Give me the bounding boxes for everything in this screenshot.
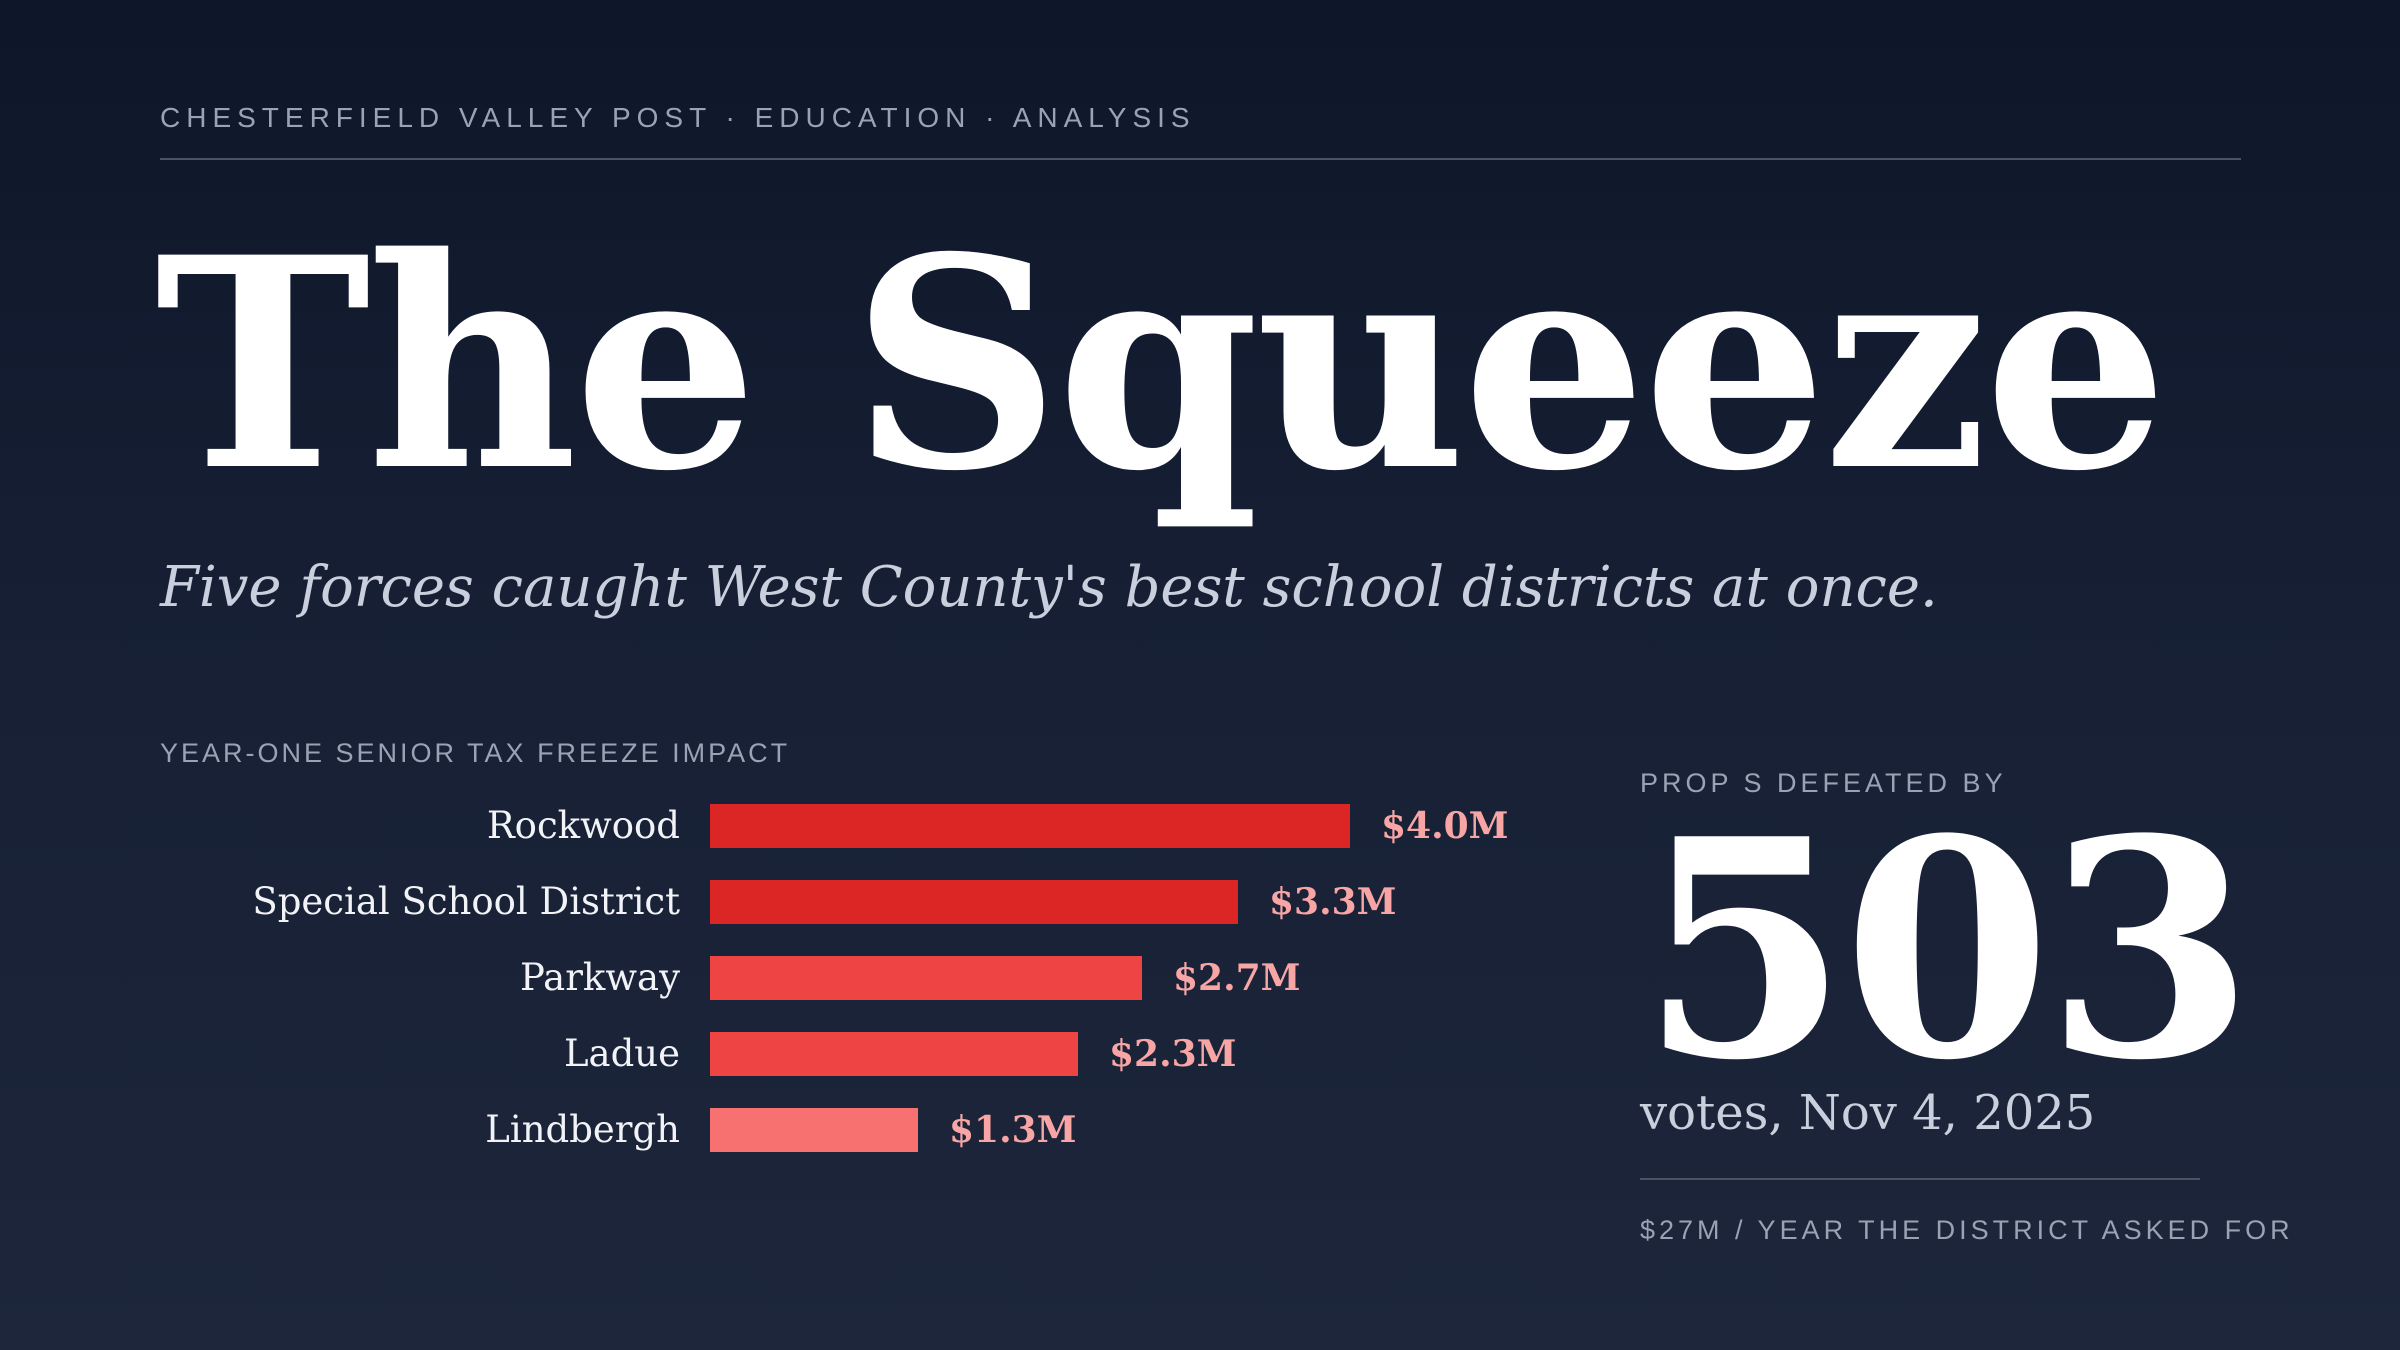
bar-row: Rockwood $4.0M [0, 804, 1600, 848]
bar [710, 1032, 1078, 1076]
stat-divider [1640, 1178, 2200, 1180]
bar [710, 956, 1142, 1000]
stat-caption: votes, Nov 4, 2025 [1640, 1085, 2096, 1141]
stat-number: 503 [1640, 773, 2254, 1126]
bar-label: Ladue [563, 1032, 680, 1075]
top-divider [160, 158, 2241, 160]
bar-value-label: $4.0M [1381, 805, 1509, 847]
bar-row: Ladue $2.3M [0, 1032, 1600, 1076]
bar [710, 804, 1350, 848]
subtitle: Five forces caught West County's best sc… [160, 555, 1938, 620]
chart-title: YEAR-ONE SENIOR TAX FREEZE IMPACT [160, 738, 791, 768]
bar-value-label: $3.3M [1269, 881, 1397, 923]
bar-value-label: $2.3M [1109, 1033, 1237, 1075]
bar-label: Lindbergh [485, 1108, 680, 1151]
bar-label: Special School District [252, 880, 680, 923]
page-title: The Squeeze [155, 195, 2168, 535]
bar [710, 880, 1238, 924]
bar-row: Lindbergh $1.3M [0, 1108, 1600, 1152]
bar-row: Parkway $2.7M [0, 956, 1600, 1000]
bar-label: Rockwood [486, 804, 680, 847]
bar [710, 1108, 918, 1152]
bar-label: Parkway [519, 956, 680, 999]
bar-value-label: $1.3M [949, 1109, 1077, 1151]
bar-value-label: $2.7M [1173, 957, 1301, 999]
stat-footnote: $27M / YEAR THE DISTRICT ASKED FOR [1640, 1215, 2294, 1245]
stat-label: PROP S DEFEATED BY [1640, 768, 2007, 798]
kicker: CHESTERFIELD VALLEY POST · EDUCATION · A… [160, 102, 1196, 133]
bar-row: Special School District $3.3M [0, 880, 1600, 924]
